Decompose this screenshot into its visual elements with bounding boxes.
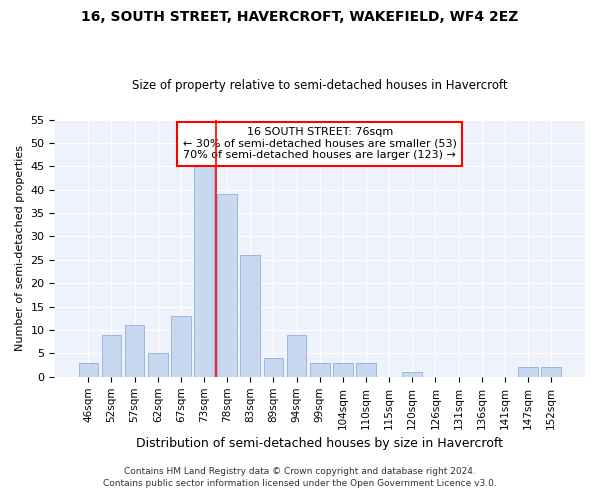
Text: 16, SOUTH STREET, HAVERCROFT, WAKEFIELD, WF4 2EZ: 16, SOUTH STREET, HAVERCROFT, WAKEFIELD,… bbox=[82, 10, 518, 24]
Bar bbox=[148, 354, 167, 377]
Bar bbox=[356, 363, 376, 377]
Text: Contains public sector information licensed under the Open Government Licence v3: Contains public sector information licen… bbox=[103, 478, 497, 488]
Bar bbox=[518, 368, 538, 377]
Text: 16 SOUTH STREET: 76sqm  
← 30% of semi-detached houses are smaller (53)
70% of s: 16 SOUTH STREET: 76sqm ← 30% of semi-det… bbox=[183, 128, 457, 160]
Title: Size of property relative to semi-detached houses in Havercroft: Size of property relative to semi-detach… bbox=[132, 79, 508, 92]
Bar bbox=[241, 255, 260, 377]
Bar bbox=[541, 368, 561, 377]
Bar bbox=[333, 363, 353, 377]
Bar bbox=[125, 326, 145, 377]
Bar bbox=[101, 334, 121, 377]
Bar bbox=[171, 316, 191, 377]
Text: Contains HM Land Registry data © Crown copyright and database right 2024.: Contains HM Land Registry data © Crown c… bbox=[124, 467, 476, 476]
Y-axis label: Number of semi-detached properties: Number of semi-detached properties bbox=[15, 145, 25, 351]
Bar bbox=[194, 162, 214, 377]
Bar bbox=[263, 358, 283, 377]
Bar bbox=[403, 372, 422, 377]
Bar bbox=[79, 363, 98, 377]
Bar bbox=[217, 194, 237, 377]
X-axis label: Distribution of semi-detached houses by size in Havercroft: Distribution of semi-detached houses by … bbox=[136, 437, 503, 450]
Bar bbox=[310, 363, 329, 377]
Bar bbox=[287, 334, 307, 377]
